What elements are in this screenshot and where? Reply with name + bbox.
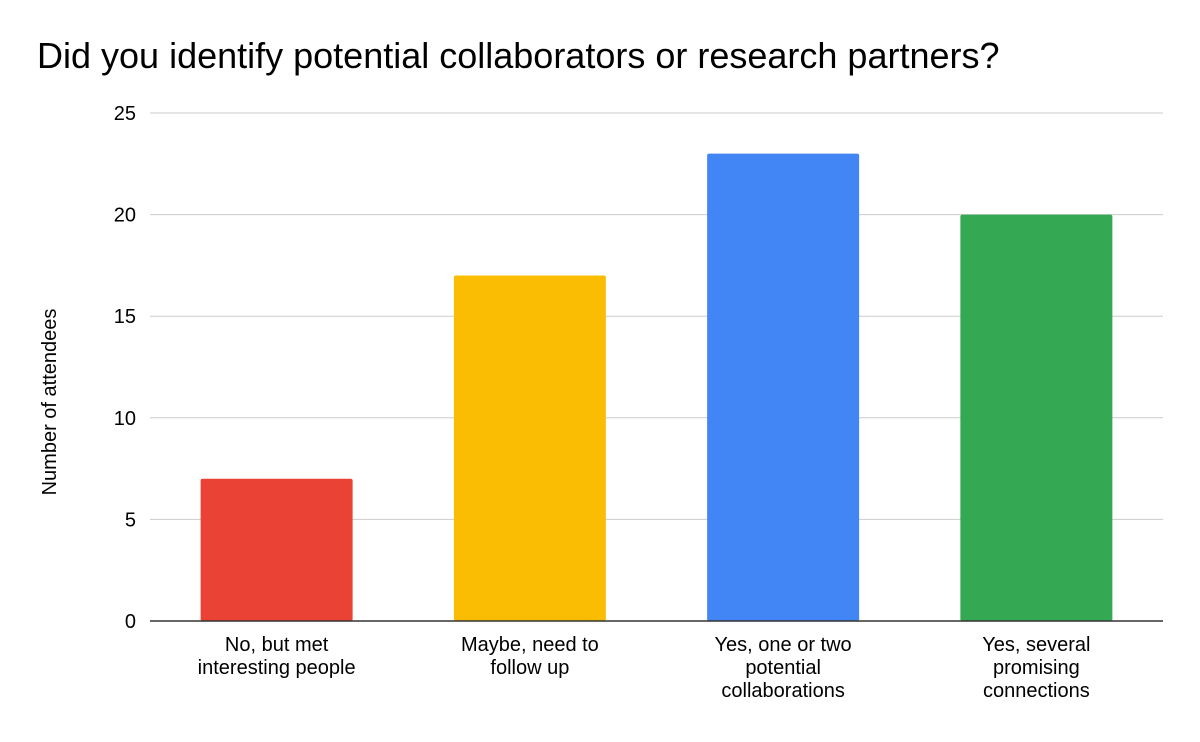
- y-tick-label-5: 25: [114, 103, 136, 125]
- y-tick-label-3: 15: [114, 306, 136, 328]
- x-category-label-1-line-1: follow up: [490, 657, 569, 679]
- chart-title: Did you identify potential collaborators…: [37, 35, 1000, 76]
- bar-2: [707, 153, 860, 621]
- bar-1: [453, 275, 606, 621]
- y-axis-ticks: 0 5 10 15 20 25: [114, 103, 136, 633]
- x-category-label-2-line-2: collaborations: [721, 680, 844, 702]
- x-category-label-1-line-0: Maybe, need to: [461, 634, 599, 656]
- x-category-label-3-line-0: Yes, several: [982, 634, 1090, 656]
- y-tick-label-1: 5: [125, 509, 136, 531]
- x-category-label-2: Yes, one or two potential collaborations: [715, 634, 852, 702]
- x-category-label-2-line-0: Yes, one or two: [715, 634, 852, 656]
- x-category-label-0-line-0: No, but met: [225, 634, 329, 656]
- x-category-label-3-line-2: connections: [983, 680, 1090, 702]
- y-axis-title: Number of attendees: [39, 309, 61, 496]
- y-tick-label-2: 10: [114, 408, 136, 430]
- x-category-label-0-line-1: interesting people: [198, 657, 356, 679]
- y-tick-label-0: 0: [125, 611, 136, 633]
- x-category-label-0: No, but met interesting people: [198, 634, 356, 679]
- x-category-label-2-line-1: potential: [745, 657, 821, 679]
- bar-0: [200, 478, 353, 621]
- x-category-label-3-line-1: promising: [993, 657, 1080, 679]
- x-axis-labels: No, but met interesting people Maybe, need…: [198, 634, 1091, 702]
- y-tick-label-4: 20: [114, 205, 136, 227]
- x-category-label-1: Maybe, need to follow up: [461, 634, 599, 679]
- bar-3: [960, 214, 1113, 621]
- bars: [200, 153, 1113, 621]
- x-category-label-3: Yes, several promising connections: [982, 634, 1090, 702]
